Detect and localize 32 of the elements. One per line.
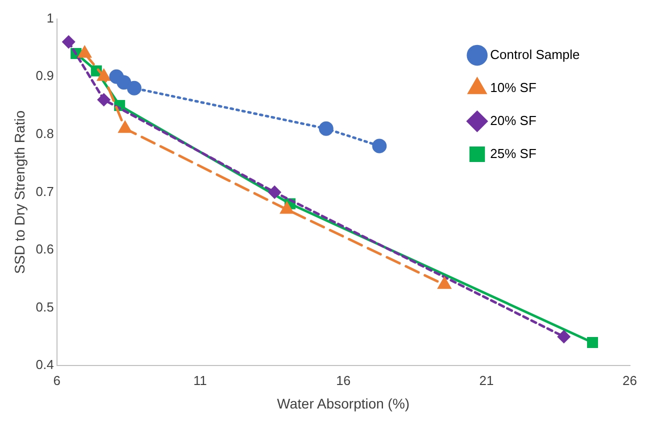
point — [97, 69, 110, 81]
legend-label: 20% SF — [490, 112, 536, 128]
y-tick-label: 0.5 — [36, 299, 54, 314]
y-tick-label: 0.9 — [36, 68, 54, 84]
point — [587, 336, 598, 348]
x-tick-label: 21 — [479, 372, 494, 388]
y-axis-title: SSD to Dry Strength Ratio — [11, 110, 28, 274]
point — [118, 121, 132, 133]
point — [318, 121, 334, 136]
x-tick-label: 16 — [336, 372, 351, 388]
y-tick-label: 0.8 — [36, 126, 54, 141]
x-tick-label: 26 — [622, 372, 638, 388]
x-axis-title: Water Absorption (%) — [277, 395, 410, 412]
legend-label: 10% SF — [490, 80, 536, 95]
point — [126, 80, 142, 96]
point — [98, 93, 110, 106]
point — [372, 138, 387, 154]
x-tick-label: 6 — [53, 372, 60, 388]
point — [268, 186, 281, 198]
y-tick-label: 0.7 — [36, 184, 54, 199]
x-tick-label: 11 — [193, 372, 207, 388]
point — [78, 46, 92, 58]
legend-label: Control Sample — [490, 46, 580, 62]
point — [280, 202, 294, 214]
y-tick-label: 1 — [46, 10, 54, 26]
point — [62, 36, 75, 48]
point — [558, 330, 570, 343]
point — [116, 75, 132, 90]
legend-label: 25% SF — [490, 146, 536, 161]
y-tick-label: 0.4 — [36, 357, 54, 372]
point — [438, 277, 451, 289]
y-tick-label: 0.6 — [36, 242, 54, 257]
